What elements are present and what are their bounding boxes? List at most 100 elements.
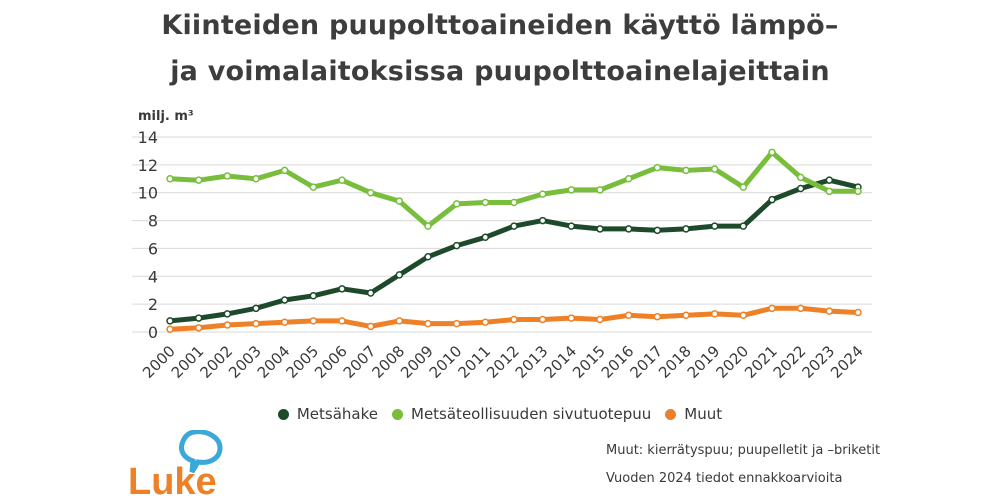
x-tick-label: 2022 — [770, 342, 810, 382]
data-point — [768, 304, 776, 313]
data-point — [366, 322, 375, 331]
legend-marker — [392, 408, 403, 420]
data-point — [567, 186, 576, 194]
data-point — [710, 310, 719, 318]
data-point — [682, 311, 690, 320]
data-point — [481, 233, 490, 242]
data-point — [252, 319, 260, 328]
data-point — [796, 173, 805, 182]
data-point — [854, 187, 862, 196]
data-point — [739, 183, 748, 191]
data-point — [538, 216, 547, 225]
y-axis-label: milj. m³ — [138, 109, 194, 124]
logo-leaf-icon — [179, 430, 223, 474]
legend-marker — [665, 408, 677, 420]
legend-item: Muut — [665, 405, 722, 423]
data-point — [309, 292, 318, 300]
data-point — [739, 311, 748, 320]
data-point — [395, 197, 404, 205]
x-tick-label: 2017 — [626, 342, 666, 382]
data-point — [309, 317, 318, 325]
x-tick-label: 2023 — [798, 342, 838, 382]
x-tick-label: 2012 — [483, 342, 523, 382]
data-point — [825, 176, 834, 184]
data-point — [624, 311, 633, 320]
data-point — [309, 183, 318, 191]
data-point — [510, 198, 518, 207]
x-tick-label: 2008 — [368, 342, 408, 382]
x-tick-label: 2010 — [426, 342, 466, 382]
data-point — [166, 325, 174, 333]
data-point — [223, 321, 232, 329]
data-point — [796, 184, 805, 193]
y-tick-label: 0 — [148, 323, 158, 342]
legend-label: Metsähake — [296, 405, 378, 423]
x-tick-label: 2019 — [684, 342, 724, 382]
x-tick-label: 2021 — [741, 342, 781, 382]
data-point — [280, 318, 289, 326]
data-point — [280, 166, 289, 175]
data-point — [194, 324, 203, 332]
x-tick-label: 2000 — [139, 342, 179, 382]
chart-title-line1: Kiinteiden puupolttoaineiden käyttö lämp… — [161, 10, 839, 41]
luke-logo: Luke — [128, 430, 223, 498]
data-point — [366, 289, 375, 297]
x-tick-label: 2004 — [254, 342, 294, 382]
note-muut-definition: Muut: kierrätyspuu; puupelletit ja –brik… — [606, 443, 881, 458]
data-point — [567, 314, 576, 322]
data-point — [166, 317, 174, 325]
data-point — [166, 175, 174, 183]
data-point — [338, 285, 346, 293]
logo-text: Luke — [128, 461, 217, 498]
x-tick-label: 2018 — [655, 342, 695, 382]
x-tick-label: 2024 — [827, 342, 867, 382]
data-point — [682, 225, 690, 233]
x-tick-label: 2005 — [282, 342, 322, 382]
data-point — [710, 165, 719, 173]
data-point — [567, 222, 576, 230]
y-tick-label: 8 — [148, 212, 158, 231]
data-point — [653, 163, 662, 172]
data-point — [624, 225, 633, 233]
data-point — [395, 317, 404, 325]
y-tick-label: 6 — [148, 239, 158, 258]
data-point — [710, 222, 719, 230]
x-tick-label: 2007 — [340, 342, 380, 382]
data-point — [538, 190, 547, 198]
x-tick-label: 2003 — [225, 342, 265, 382]
legend-label: Metsäteollisuuden sivutuotepuu — [411, 405, 652, 423]
data-point — [510, 222, 518, 230]
data-point — [223, 172, 232, 180]
x-tick-label: 2015 — [569, 342, 609, 382]
data-point — [596, 315, 604, 324]
data-point — [194, 314, 203, 322]
data-point — [424, 319, 432, 328]
data-point — [252, 304, 260, 313]
data-point — [825, 307, 834, 315]
data-point — [223, 310, 232, 318]
legend-item: Metsäteollisuuden sivutuotepuu — [392, 405, 651, 423]
legend-label: Muut — [684, 405, 723, 423]
data-point — [424, 253, 432, 261]
y-tick-label: 14 — [138, 128, 158, 147]
data-point — [596, 186, 604, 194]
data-point — [338, 317, 346, 325]
data-point — [653, 226, 662, 235]
data-point — [825, 187, 834, 196]
data-point — [395, 271, 404, 279]
data-point — [796, 304, 805, 313]
y-tick-label: 2 — [148, 295, 158, 314]
data-point — [739, 222, 748, 230]
y-tick-label: 12 — [138, 156, 158, 175]
data-point — [768, 148, 776, 157]
data-point — [768, 195, 776, 204]
data-point — [481, 318, 490, 326]
note-preliminary-data: Vuoden 2024 tiedot ennakkoarvioita — [606, 471, 843, 486]
legend-marker — [277, 408, 289, 420]
x-tick-label: 2014 — [540, 342, 580, 382]
x-tick-label: 2011 — [454, 342, 494, 382]
data-point — [452, 319, 461, 328]
data-point — [596, 225, 604, 233]
data-point — [280, 296, 289, 304]
